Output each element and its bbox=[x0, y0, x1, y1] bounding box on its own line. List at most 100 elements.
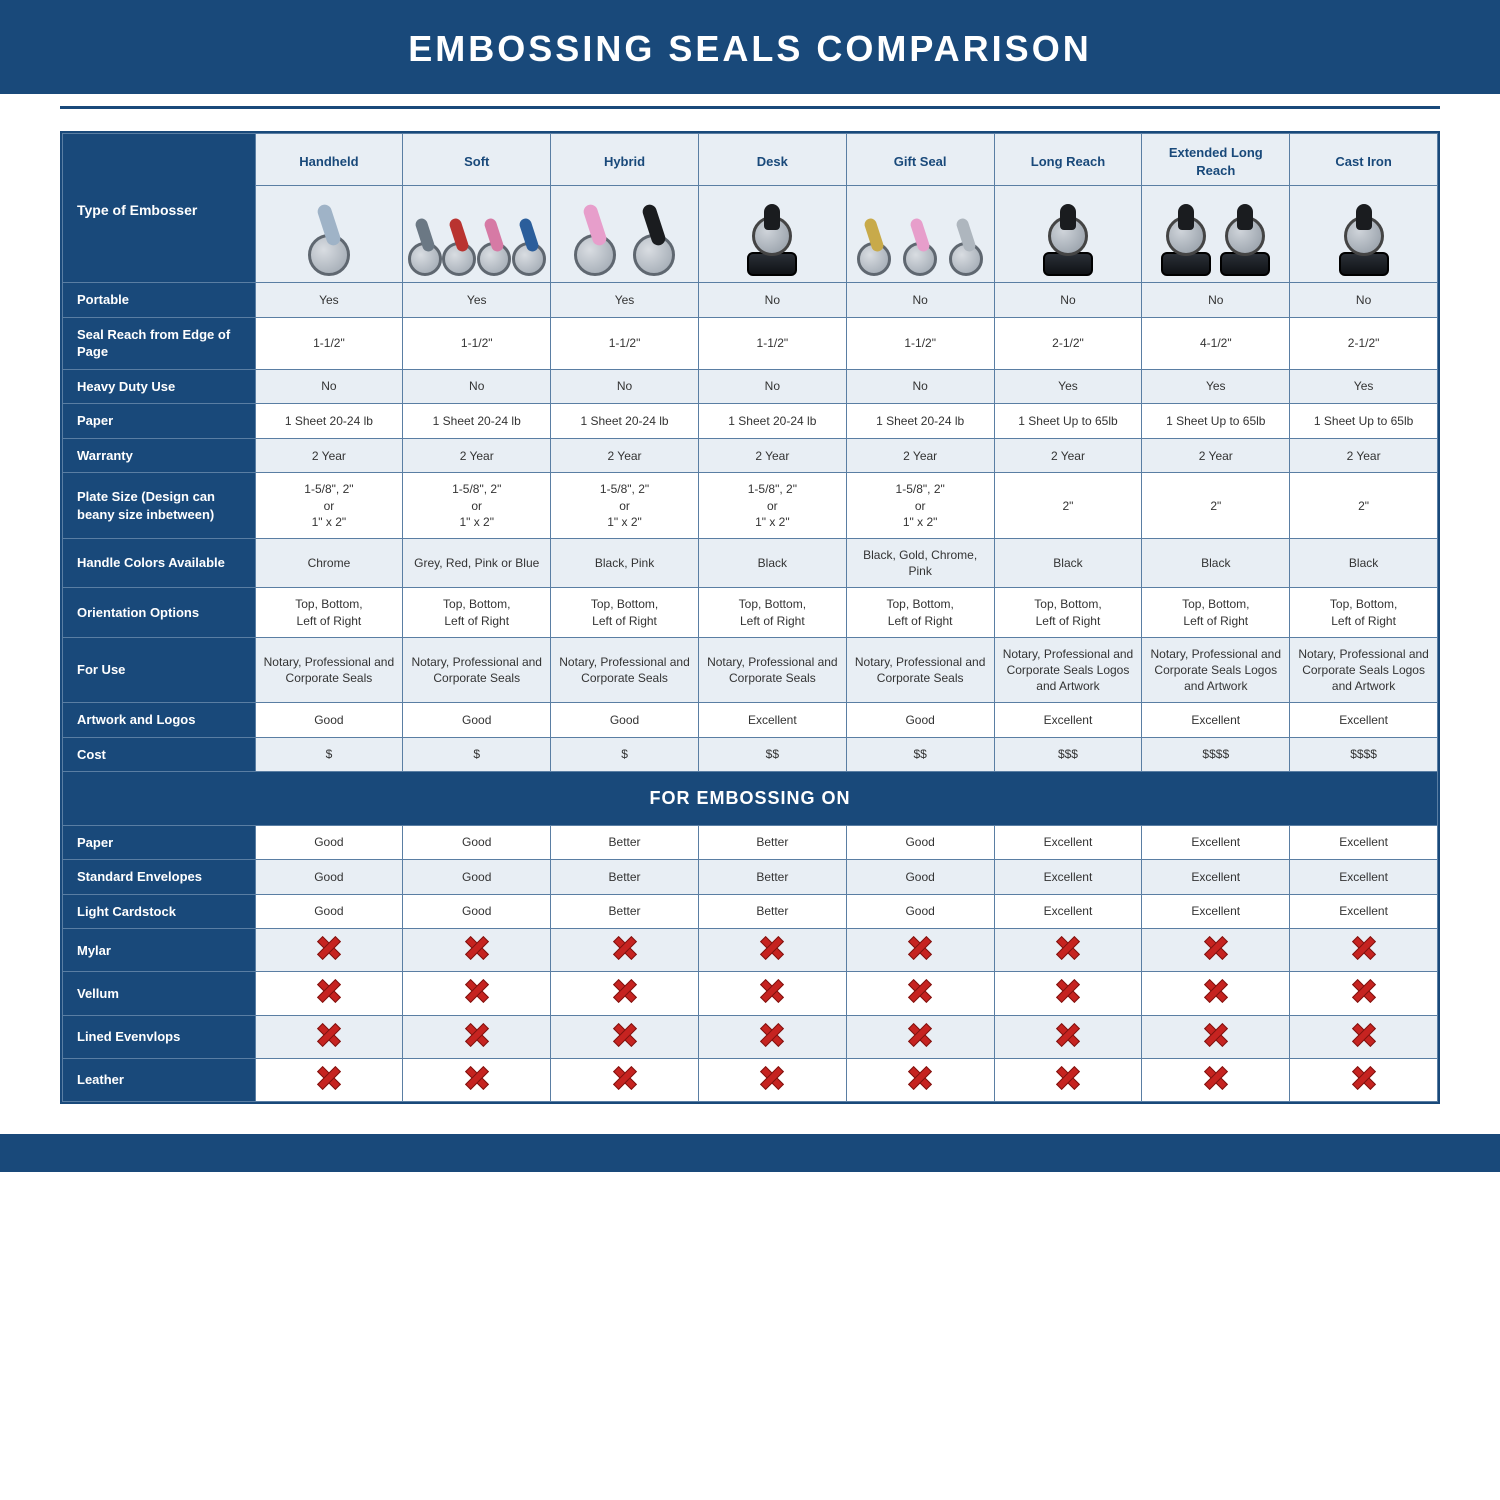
embosser-icon bbox=[1218, 206, 1273, 276]
comparison-table-wrap: Type of Embosser Handheld Soft Hybrid De… bbox=[60, 131, 1440, 1104]
row-label-heavy: Heavy Duty Use bbox=[63, 369, 256, 404]
cell: 2" bbox=[1290, 473, 1438, 539]
x-icon bbox=[1057, 937, 1079, 959]
cell: 2" bbox=[1142, 473, 1290, 539]
x-icon bbox=[318, 937, 340, 959]
cell: Better bbox=[698, 825, 846, 860]
cell: Excellent bbox=[1290, 703, 1438, 738]
cell: No bbox=[698, 369, 846, 404]
embosser-icon bbox=[1040, 206, 1095, 276]
header-type-label: Type of Embosser bbox=[63, 134, 256, 283]
img-cast bbox=[1290, 186, 1438, 283]
cell: Notary, Professional and Corporate Seals bbox=[846, 637, 994, 703]
x-icon bbox=[1205, 1024, 1227, 1046]
cell: Grey, Red, Pink or Blue bbox=[403, 538, 551, 587]
x-icon bbox=[318, 980, 340, 1002]
cell: Good bbox=[403, 703, 551, 738]
cell: Good bbox=[255, 860, 403, 895]
cell: 2 Year bbox=[1142, 438, 1290, 473]
cell bbox=[551, 929, 699, 972]
table-row: Warranty2 Year2 Year2 Year2 Year2 Year2 … bbox=[63, 438, 1438, 473]
table-row: For Use Notary, Professional and Corporat… bbox=[63, 637, 1438, 703]
table-row: Lined Evenvlops bbox=[63, 1015, 1438, 1058]
cell: Top, Bottom,Left of Right bbox=[1290, 588, 1438, 637]
cell: $$$ bbox=[994, 737, 1142, 772]
cell: Black bbox=[698, 538, 846, 587]
cell: No bbox=[1142, 283, 1290, 318]
cell: Notary, Professional and Corporate Seals… bbox=[1290, 637, 1438, 703]
cell: 2 Year bbox=[1290, 438, 1438, 473]
cell bbox=[846, 972, 994, 1015]
cell: No bbox=[255, 369, 403, 404]
cell: Better bbox=[551, 894, 699, 929]
col-head-gift: Gift Seal bbox=[846, 134, 994, 186]
table-row: Orientation Options Top, Bottom,Left of R… bbox=[63, 588, 1438, 637]
cell: Yes bbox=[994, 369, 1142, 404]
table-row: Vellum bbox=[63, 972, 1438, 1015]
cell: 1 Sheet Up to 65lb bbox=[1290, 404, 1438, 439]
row-label-plate: Plate Size (Design can beany size inbetw… bbox=[63, 473, 256, 539]
cell: No bbox=[846, 283, 994, 318]
cell: 2 Year bbox=[255, 438, 403, 473]
cell: Top, Bottom,Left of Right bbox=[698, 588, 846, 637]
cell: 1-1/2" bbox=[403, 317, 551, 369]
x-icon bbox=[1057, 980, 1079, 1002]
table-row: Handle Colors AvailableChromeGrey, Red, … bbox=[63, 538, 1438, 587]
embosser-icon bbox=[1336, 206, 1391, 276]
cell: 1-5/8", 2"or1" x 2" bbox=[698, 473, 846, 539]
footer-band bbox=[0, 1134, 1500, 1172]
cell: Yes bbox=[1142, 369, 1290, 404]
cell bbox=[1290, 1058, 1438, 1101]
x-icon bbox=[466, 1024, 488, 1046]
cell bbox=[698, 1015, 846, 1058]
row-label-warranty: Warranty bbox=[63, 438, 256, 473]
x-icon bbox=[1205, 1067, 1227, 1089]
cell bbox=[551, 1058, 699, 1101]
cell bbox=[994, 1058, 1142, 1101]
cell: 2-1/2" bbox=[994, 317, 1142, 369]
cell: Yes bbox=[403, 283, 551, 318]
cell bbox=[698, 929, 846, 972]
embosser-icon bbox=[899, 214, 941, 276]
x-icon bbox=[614, 1024, 636, 1046]
img-xlong bbox=[1142, 186, 1290, 283]
embosser-icon bbox=[301, 206, 356, 276]
embosser-icon bbox=[513, 214, 544, 276]
cell bbox=[994, 972, 1142, 1015]
x-icon bbox=[1353, 1024, 1375, 1046]
x-icon bbox=[761, 1024, 783, 1046]
x-icon bbox=[1353, 937, 1375, 959]
cell: Top, Bottom,Left of Right bbox=[403, 588, 551, 637]
cell: Notary, Professional and Corporate Seals… bbox=[1142, 637, 1290, 703]
row-label-m_paper: Paper bbox=[63, 825, 256, 860]
img-gift bbox=[846, 186, 994, 283]
cell: Excellent bbox=[1290, 860, 1438, 895]
cell: Better bbox=[551, 860, 699, 895]
embosser-icon bbox=[627, 206, 682, 276]
cell: Better bbox=[551, 825, 699, 860]
cell: 1 Sheet Up to 65lb bbox=[1142, 404, 1290, 439]
cell: Good bbox=[846, 894, 994, 929]
cell: 1 Sheet 20-24 lb bbox=[255, 404, 403, 439]
row-label-orient: Orientation Options bbox=[63, 588, 256, 637]
cell bbox=[403, 929, 551, 972]
row-label-m_mylar: Mylar bbox=[63, 929, 256, 972]
embosser-icon bbox=[444, 214, 475, 276]
cell: Black, Pink bbox=[551, 538, 699, 587]
table-row: Heavy Duty UseNoNoNoNoNoYesYesYes bbox=[63, 369, 1438, 404]
cell bbox=[1142, 1058, 1290, 1101]
row-label-artwork: Artwork and Logos bbox=[63, 703, 256, 738]
cell: Excellent bbox=[1142, 860, 1290, 895]
x-icon bbox=[318, 1067, 340, 1089]
spec-rows: PortableYesYesYesNoNoNoNoNoSeal Reach fr… bbox=[63, 283, 1438, 772]
cell: 2 Year bbox=[551, 438, 699, 473]
cell: No bbox=[994, 283, 1142, 318]
cell bbox=[403, 1015, 551, 1058]
cell: Excellent bbox=[1142, 825, 1290, 860]
cell bbox=[255, 972, 403, 1015]
cell: Black bbox=[1142, 538, 1290, 587]
cell bbox=[994, 1015, 1142, 1058]
row-label-foruse: For Use bbox=[63, 637, 256, 703]
table-row: Paper1 Sheet 20-24 lb1 Sheet 20-24 lb1 S… bbox=[63, 404, 1438, 439]
section-embossing-on: FOR EMBOSSING ON bbox=[63, 772, 1438, 825]
